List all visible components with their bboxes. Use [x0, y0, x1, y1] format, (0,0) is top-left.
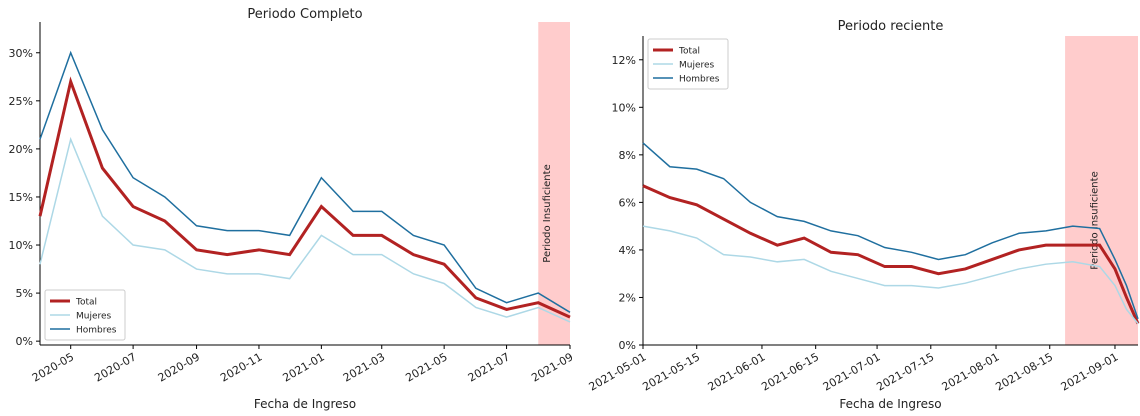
legend-label: Total	[678, 47, 700, 57]
y-tick-label: 20%	[9, 143, 33, 156]
x-tick-label: 2021-05-15	[640, 350, 702, 393]
x-tick-label: 2021-05	[403, 350, 449, 384]
subplot: Periodo Insuficiente 0% 2% 4% 6% 8% 10% 12% 2021…	[587, 19, 1140, 411]
legend-label: Hombres	[679, 75, 720, 85]
series-line	[39, 50, 571, 313]
x-tick-label: 2021-07-15	[874, 350, 936, 393]
legend-label: Total	[75, 298, 97, 308]
x-tick-label: 2021-07	[466, 350, 512, 384]
x-tick-label: 2020-07	[92, 350, 138, 384]
x-tick-label: 2020-09	[156, 350, 202, 384]
x-tick-label: 2021-09	[529, 350, 575, 384]
x-axis-label: Fecha de Ingreso	[254, 397, 356, 411]
x-tick-label: 2021-06-01	[706, 350, 768, 393]
x-tick-label: 2021-06-15	[759, 350, 821, 393]
legend-label: Mujeres	[679, 61, 715, 71]
series-line	[39, 136, 571, 323]
subplot: Periodo Insuficiente 0% 5% 10% 15% 20% 25% 30% 2…	[9, 7, 576, 411]
y-tick-label: 10%	[9, 239, 33, 252]
chart-title: Periodo Completo	[247, 7, 362, 22]
y-tick-label: 2%	[619, 291, 636, 304]
y-tick-label: 4%	[619, 244, 636, 257]
x-tick-label: 2021-07-01	[821, 350, 883, 393]
y-tick-label: 12%	[612, 54, 636, 67]
y-tick-label: 25%	[9, 95, 33, 108]
series-line	[642, 142, 1139, 320]
y-tick-label: 5%	[16, 287, 33, 300]
chart-title: Periodo reciente	[838, 19, 944, 34]
y-tick-label: 8%	[619, 149, 636, 162]
x-tick-label: 2021-08-01	[940, 350, 1002, 393]
x-tick-label: 2021-03	[341, 350, 387, 384]
y-tick-label: 10%	[612, 101, 636, 114]
x-tick-label: 2021-01	[281, 350, 327, 384]
series-line	[38, 76, 571, 319]
legend-label: Mujeres	[76, 312, 112, 322]
series-line	[642, 225, 1139, 325]
x-axis-label: Fecha de Ingreso	[839, 397, 941, 411]
x-tick-label: 2020-11	[218, 350, 264, 384]
series-line	[642, 184, 1140, 325]
y-tick-label: 15%	[9, 191, 33, 204]
insufficient-period	[538, 22, 570, 345]
y-tick-label: 0%	[619, 339, 636, 352]
x-tick-label: 2021-09-01	[1059, 350, 1121, 393]
legend-label: Hombres	[76, 326, 117, 336]
shade-label: Periodo Insuficiente	[1090, 171, 1101, 269]
x-tick-label: 2021-08-15	[993, 350, 1055, 393]
y-tick-label: 0%	[16, 335, 33, 348]
x-tick-label: 2021-05-01	[587, 350, 649, 393]
shade-label: Periodo Insuficiente	[542, 164, 553, 262]
y-tick-label: 30%	[9, 47, 33, 60]
x-tick-label: 2020-05	[30, 350, 76, 384]
y-tick-label: 6%	[619, 196, 636, 209]
